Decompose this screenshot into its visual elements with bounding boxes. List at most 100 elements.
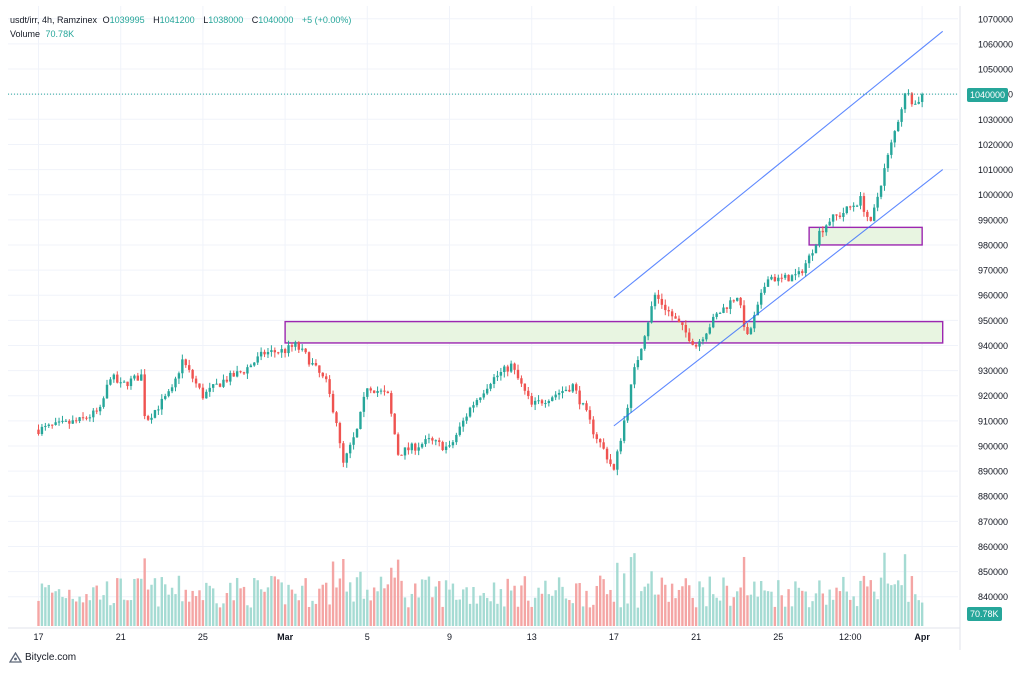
candle-body [506, 366, 509, 372]
candle-body [787, 274, 790, 282]
price-tick-label: 900000 [978, 441, 1008, 451]
candle-body [455, 434, 458, 443]
candle-body [294, 342, 297, 347]
candle-body [431, 438, 434, 441]
volume-bar [797, 587, 801, 626]
volume-bar [499, 589, 503, 626]
candle-body [886, 154, 890, 169]
candle-body [468, 407, 472, 417]
volume-bar [855, 606, 859, 626]
candle-body [650, 306, 653, 323]
volume-bar [68, 589, 71, 626]
volume-bar [222, 603, 225, 626]
volume-bar [205, 582, 208, 626]
candle-body [61, 420, 64, 422]
candle-body [366, 388, 369, 397]
candle-body [355, 428, 359, 438]
candle-body [304, 348, 307, 353]
price-tick-label: 920000 [978, 391, 1008, 401]
volume-bar [136, 578, 140, 626]
volume-bar [646, 583, 650, 626]
volume-bar [191, 590, 194, 626]
candle-body [557, 392, 561, 395]
brand-footer[interactable]: Bitycle.com [9, 652, 76, 663]
volume-bar [280, 582, 283, 626]
volume-bar [301, 585, 304, 626]
candle-body [503, 366, 506, 373]
candle-body [725, 307, 729, 309]
support-zone-box [284, 320, 944, 344]
candle-body [759, 292, 763, 305]
volume-bar [794, 581, 797, 626]
volume-bar [198, 590, 201, 626]
volume-label: Volume [10, 29, 41, 39]
volume-bar [335, 587, 338, 626]
volume-bar [458, 599, 461, 626]
candle-body [523, 383, 527, 391]
symbol-label: usdt/irr, 4h, Ramzinex [10, 15, 98, 25]
support-zone-box [808, 226, 923, 246]
volume-bar [544, 580, 547, 626]
volume-bar [383, 588, 386, 626]
volume-bar [917, 600, 920, 626]
candle-body [188, 365, 191, 370]
volume-bar [718, 600, 722, 626]
time-axis[interactable]: 17 21 25 Mar 5 9 13 17 21 25 12:00 Apr [8, 627, 960, 642]
volume-value: 70.78K [45, 29, 75, 39]
volume-bar [804, 591, 807, 626]
volume-bar [876, 599, 879, 626]
close-value: C1040000 [251, 15, 294, 25]
volume-bar [345, 591, 348, 626]
volume-bar [674, 598, 677, 626]
candle-body [253, 362, 256, 366]
candle-body [855, 205, 859, 207]
candle-body [496, 375, 499, 378]
candle-body [790, 275, 794, 282]
volume-bar [102, 595, 105, 626]
volume-bar [253, 578, 256, 626]
volume-bar [688, 585, 691, 626]
candle-body [54, 422, 57, 425]
candle-body [681, 322, 684, 325]
price-tick-label: 1070000 [978, 14, 1013, 24]
bitycle-logo-icon [9, 652, 22, 663]
price-tick-label: 930000 [978, 366, 1008, 376]
volume-bar [842, 576, 845, 626]
volume-bar [390, 567, 393, 626]
candle-body [362, 396, 366, 412]
candle-body [44, 425, 47, 427]
volume-bar [348, 582, 352, 626]
time-tick-label: 17 [609, 632, 619, 642]
volume-bar [643, 586, 646, 626]
candle-body [157, 409, 160, 411]
candle-body [698, 341, 701, 347]
volume-bar [489, 601, 492, 626]
volume-bar [831, 599, 835, 626]
time-tick-label: 12:00 [839, 632, 862, 642]
volume-bar [835, 587, 838, 626]
candle-body [383, 390, 386, 392]
candle-body [533, 400, 537, 405]
volume-bar [609, 589, 612, 626]
volume-bar [619, 607, 622, 626]
volume-bar [657, 594, 660, 626]
candle-body [664, 304, 667, 311]
volume-bar [318, 588, 321, 626]
candle-body [424, 439, 427, 445]
price-axis[interactable]: 840000 850000 860000 870000 880000 890000 9000… [959, 6, 1013, 650]
candle-body [605, 448, 609, 460]
candle-body [390, 393, 393, 414]
volume-bar [633, 553, 636, 626]
volume-bar [886, 583, 890, 626]
volume-bar [551, 595, 554, 626]
candle-body [263, 351, 266, 355]
candle-body [164, 396, 167, 399]
price-tick-label: 870000 [978, 517, 1008, 527]
volume-bar [229, 582, 232, 626]
candle-body [318, 365, 321, 373]
volume-bar [47, 584, 50, 626]
candle-body [47, 424, 50, 426]
candle-body [150, 417, 153, 420]
volume-bar [194, 596, 198, 626]
